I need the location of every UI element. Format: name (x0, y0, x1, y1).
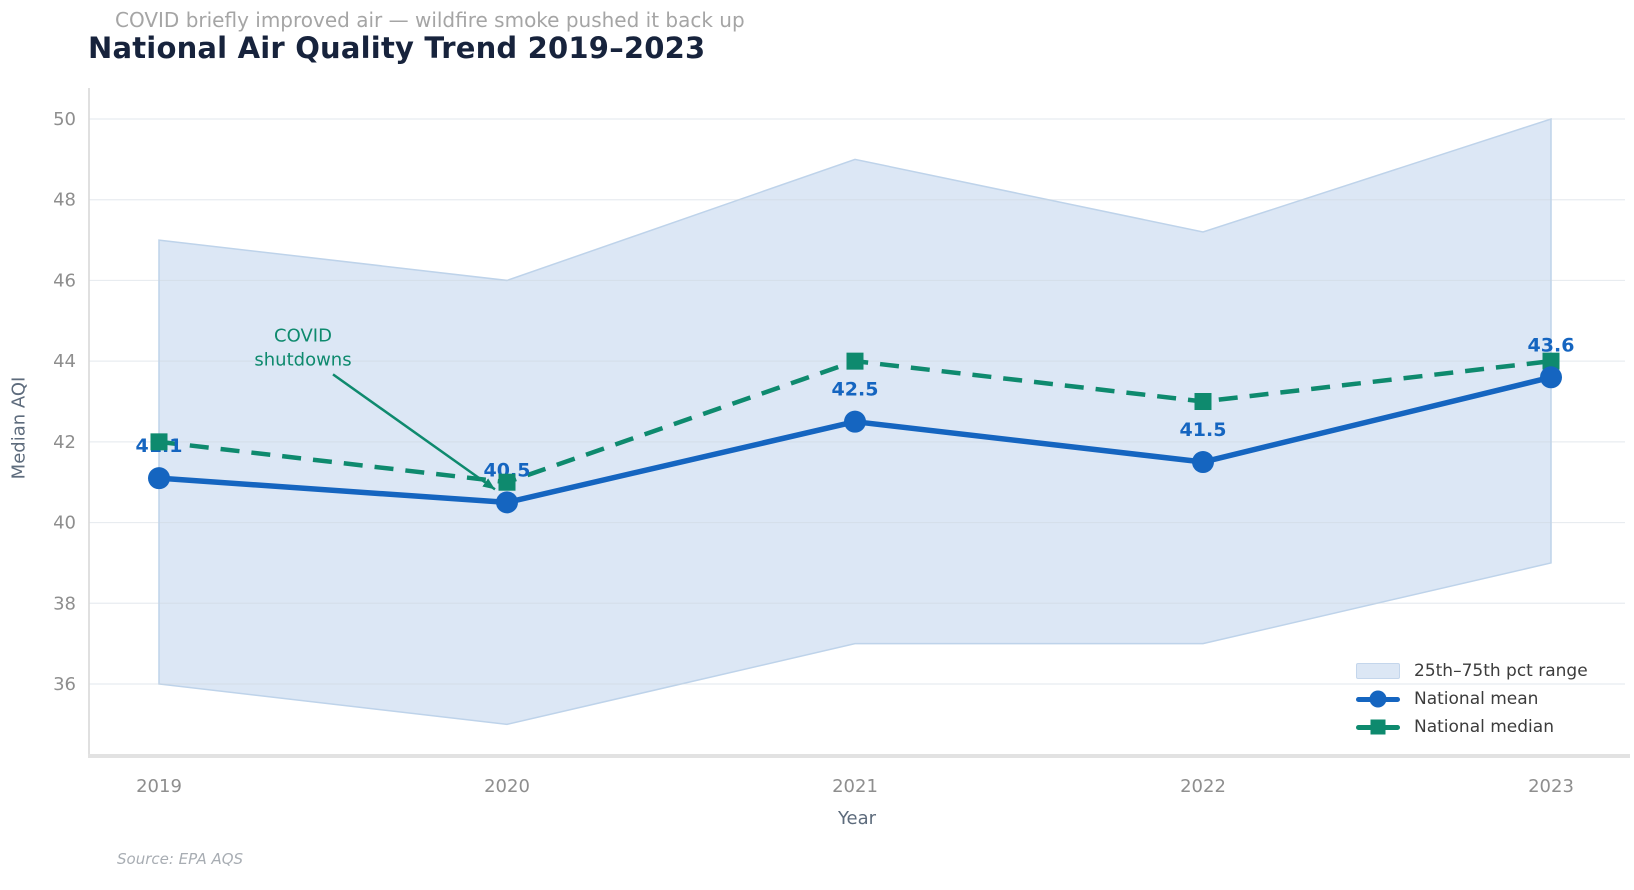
mean-marker-2021 (844, 410, 866, 433)
legend-label-mean: National mean (1414, 689, 1539, 709)
mean-line-swatch-icon (1356, 690, 1400, 708)
legend: 25th–75th pct range National mean Nation… (1356, 661, 1588, 745)
mean-marker-2020 (496, 491, 518, 514)
annotation-text: COVID (274, 325, 332, 346)
source-note: Source: EPA AQS (117, 850, 244, 868)
annotation-text: shutdowns (254, 349, 351, 370)
chart-title: National Air Quality Trend 2019–2023 (88, 31, 706, 65)
y-tick-label: 38 (53, 593, 76, 614)
y-tick-label: 36 (53, 674, 76, 695)
mean-value-label: 41.5 (1180, 419, 1227, 441)
mean-marker-2022 (1192, 451, 1214, 474)
median-marker-2022 (1194, 393, 1212, 411)
legend-label-range: 25th–75th pct range (1414, 661, 1588, 681)
y-tick-label: 48 (53, 190, 76, 211)
x-tick-label: 2020 (484, 776, 530, 797)
x-tick-label: 2022 (1180, 776, 1226, 797)
y-tick-label: 50 (53, 109, 76, 130)
circle-marker-icon (1369, 690, 1387, 708)
mean-marker-2023 (1540, 366, 1562, 389)
y-axis-label: Median AQI (8, 376, 30, 480)
legend-label-median: National median (1414, 717, 1554, 737)
mean-value-label: 40.5 (484, 459, 531, 481)
x-tick-label: 2019 (136, 776, 182, 797)
square-marker-icon (1370, 719, 1386, 735)
x-tick-label: 2023 (1528, 776, 1574, 797)
y-tick-label: 46 (53, 270, 76, 291)
median-marker-2020 (498, 473, 516, 491)
mean-marker-2019 (148, 467, 170, 490)
y-tick-label: 42 (53, 432, 76, 453)
x-tick-label: 2021 (832, 776, 878, 797)
x-axis-label: Year (837, 808, 877, 829)
legend-item-mean: National mean (1356, 689, 1588, 709)
y-tick-label: 40 (53, 513, 76, 534)
median-line-swatch-icon (1356, 719, 1400, 735)
mean-value-label: 42.5 (832, 379, 879, 401)
chart-subtitle: COVID briefly improved air — wildfire sm… (115, 8, 745, 32)
median-marker-2019 (150, 433, 168, 451)
band-swatch-icon (1356, 663, 1400, 679)
annotation-arrow (332, 373, 496, 491)
legend-item-range: 25th–75th pct range (1356, 661, 1588, 681)
legend-item-median: National median (1356, 717, 1588, 737)
mean-value-label: 43.6 (1528, 334, 1575, 356)
median-marker-2021 (846, 352, 864, 370)
median-marker-2023 (1542, 352, 1560, 370)
y-tick-label: 44 (53, 351, 76, 372)
